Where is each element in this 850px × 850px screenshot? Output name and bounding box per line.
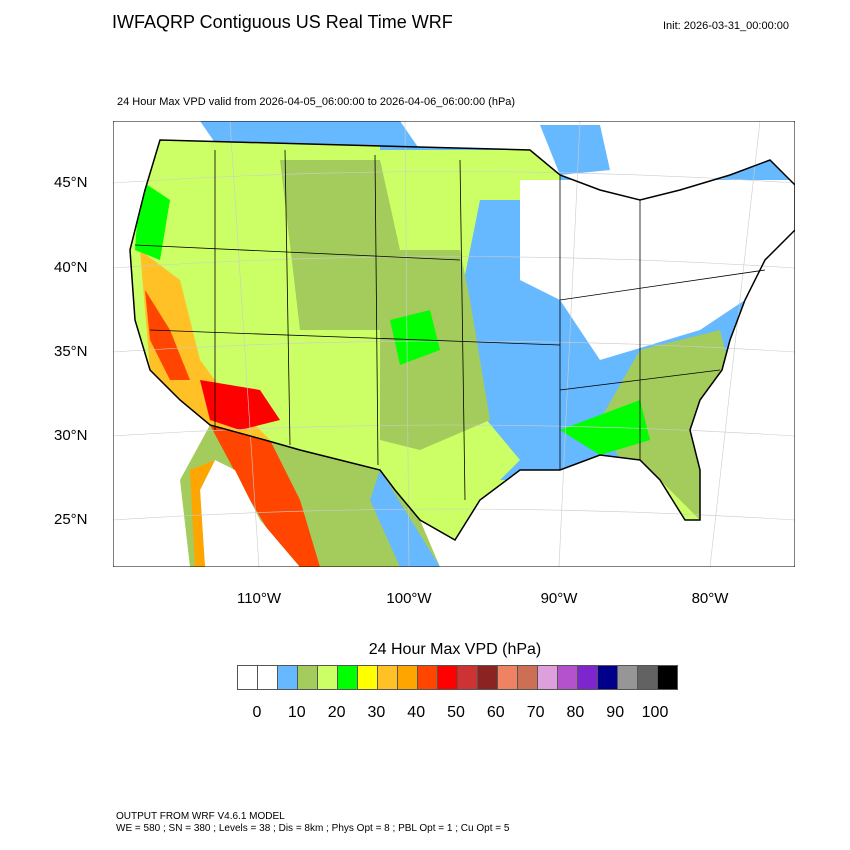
init-time: Init: 2026-03-31_00:00:00 (663, 20, 789, 32)
colorbar-label: 90 (606, 704, 625, 721)
colorbar-swatch (598, 666, 618, 689)
lon-label: 110°W (236, 590, 282, 607)
colorbar-label: 10 (287, 704, 306, 721)
lat-label: 30°N (54, 427, 88, 444)
lat-label: 25°N (54, 511, 88, 528)
colorbar-label: 50 (447, 704, 465, 721)
colorbar-label: 40 (407, 704, 426, 721)
vpd-map (113, 121, 795, 567)
colorbar-swatch (498, 666, 518, 689)
colorbar (237, 665, 678, 690)
colorbar-swatch (458, 666, 478, 689)
lat-label: 35°N (54, 343, 88, 360)
colorbar-title: 24 Hour Max VPD (hPa) (368, 641, 542, 658)
colorbar-swatch (538, 666, 558, 689)
us-outline (129, 139, 795, 542)
colorbar-label: 60 (486, 704, 505, 721)
colorbar-swatch (238, 666, 258, 689)
plot-title: IWFAQRP Contiguous US Real Time WRF (112, 12, 453, 32)
lat-label: 40°N (54, 259, 88, 276)
colorbar-label: 30 (367, 704, 386, 721)
colorbar-swatch (518, 666, 538, 689)
footer-config: WE = 580 ; SN = 380 ; Levels = 38 ; Dis … (116, 823, 510, 834)
colorbar-label: 100 (641, 704, 669, 721)
colorbar-swatch (438, 666, 458, 689)
colorbar-swatch (338, 666, 358, 689)
colorbar-label: 80 (566, 704, 585, 721)
colorbar-label: 70 (526, 704, 545, 721)
colorbar-swatch (638, 666, 658, 689)
plot-subtitle: 24 Hour Max VPD valid from 2026-04-05_06… (117, 96, 516, 108)
colorbar-swatch (278, 666, 298, 689)
footer-model: OUTPUT FROM WRF V4.6.1 MODEL (116, 811, 285, 822)
colorbar-label: 0 (252, 704, 262, 721)
lon-label: 100°W (386, 590, 432, 607)
colorbar-swatch (618, 666, 638, 689)
colorbar-swatch (378, 666, 398, 689)
colorbar-swatch (578, 666, 598, 689)
colorbar-swatch (258, 666, 278, 689)
colorbar-label: 20 (327, 704, 346, 721)
colorbar-swatch (318, 666, 338, 689)
lat-label: 45°N (54, 174, 88, 191)
colorbar-swatch (658, 666, 677, 689)
state-borders (134, 149, 766, 501)
colorbar-swatch (558, 666, 578, 689)
colorbar-swatch (298, 666, 318, 689)
colorbar-swatch (398, 666, 418, 689)
colorbar-swatch (478, 666, 498, 689)
lon-label: 80°W (691, 590, 729, 607)
lon-label: 90°W (540, 590, 578, 607)
colorbar-swatch (358, 666, 378, 689)
colorbar-swatch (418, 666, 438, 689)
